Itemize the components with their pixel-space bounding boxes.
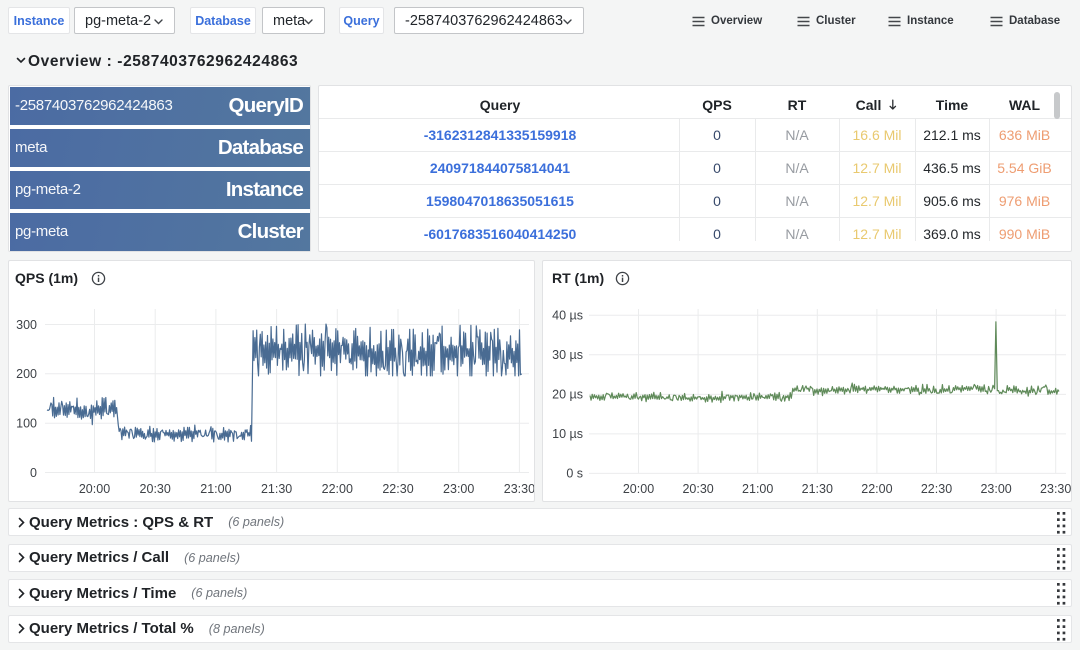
- svg-text:20:00: 20:00: [79, 482, 110, 496]
- svg-text:40 µs: 40 µs: [552, 309, 583, 323]
- svg-text:22:30: 22:30: [382, 482, 413, 496]
- svg-text:0: 0: [30, 466, 37, 480]
- svg-text:23:00: 23:00: [980, 482, 1011, 496]
- svg-text:22:00: 22:00: [861, 482, 892, 496]
- svg-text:21:30: 21:30: [802, 482, 833, 496]
- svg-text:22:30: 22:30: [921, 482, 952, 496]
- svg-text:10 µs: 10 µs: [552, 427, 583, 441]
- svg-text:20:00: 20:00: [623, 482, 654, 496]
- svg-text:100: 100: [16, 417, 37, 431]
- svg-text:23:00: 23:00: [443, 482, 474, 496]
- svg-text:21:00: 21:00: [200, 482, 231, 496]
- svg-text:0 s: 0 s: [566, 467, 583, 481]
- svg-text:20 µs: 20 µs: [552, 388, 583, 402]
- svg-text:30 µs: 30 µs: [552, 348, 583, 362]
- svg-text:23:30: 23:30: [504, 482, 534, 496]
- svg-text:300: 300: [16, 318, 37, 332]
- svg-text:21:00: 21:00: [742, 482, 773, 496]
- svg-text:20:30: 20:30: [140, 482, 171, 496]
- svg-text:21:30: 21:30: [261, 482, 292, 496]
- svg-text:20:30: 20:30: [682, 482, 713, 496]
- svg-text:200: 200: [16, 367, 37, 381]
- svg-text:23:30: 23:30: [1040, 482, 1071, 496]
- svg-text:22:00: 22:00: [322, 482, 353, 496]
